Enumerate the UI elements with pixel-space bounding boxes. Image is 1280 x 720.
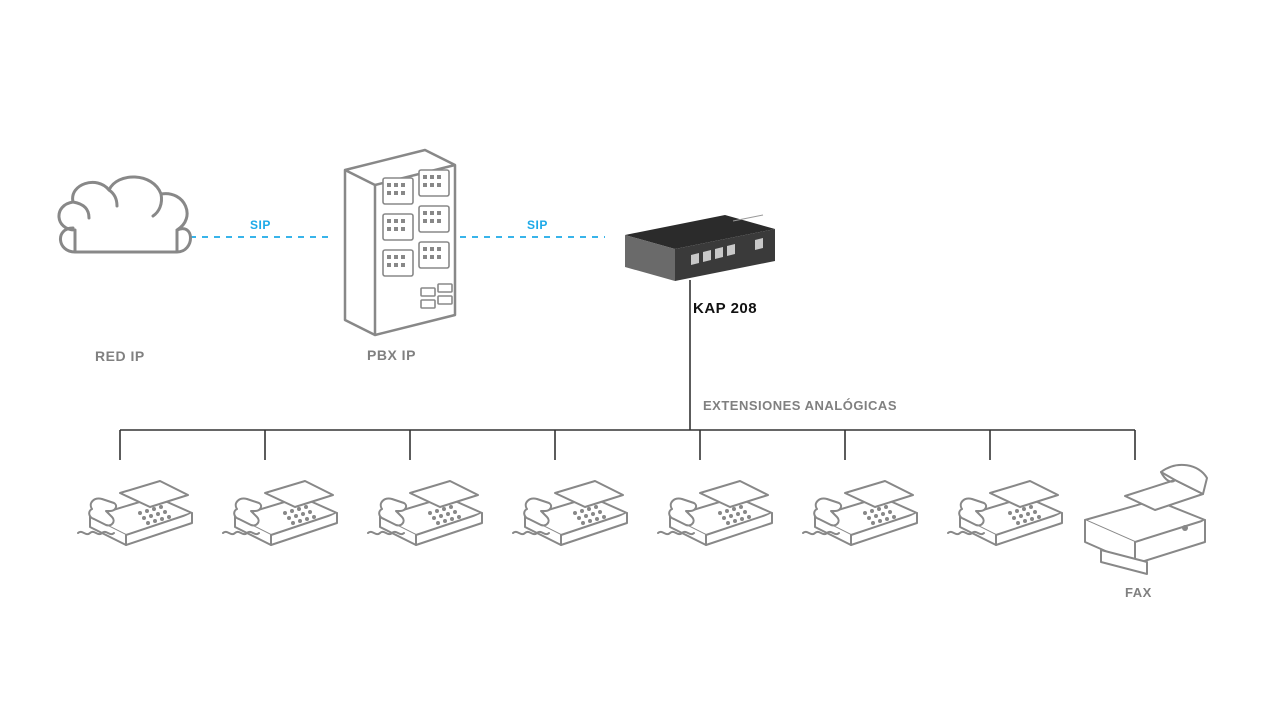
gateway-icon	[605, 205, 785, 295]
sip-link-2-label: SIP	[527, 218, 548, 232]
phone-icon	[785, 455, 925, 555]
extensions-heading: EXTENSIONES ANALÓGICAS	[703, 398, 897, 413]
phone-icon	[640, 455, 780, 555]
connection-lines	[0, 0, 1280, 720]
phone-icon	[60, 455, 200, 555]
sip-link-1-label: SIP	[250, 218, 271, 232]
phone-icon	[205, 455, 345, 555]
phone-icon	[350, 455, 490, 555]
fax-label: FAX	[1125, 585, 1152, 600]
cloud-icon	[45, 160, 205, 290]
phone-icon	[930, 455, 1070, 555]
gateway-label: KAP 208	[693, 300, 757, 317]
pbx-label: PBX IP	[367, 347, 416, 363]
fax-icon	[1065, 450, 1225, 580]
cloud-label: RED IP	[95, 348, 145, 364]
phone-icon	[495, 455, 635, 555]
pbx-icon	[325, 140, 465, 340]
